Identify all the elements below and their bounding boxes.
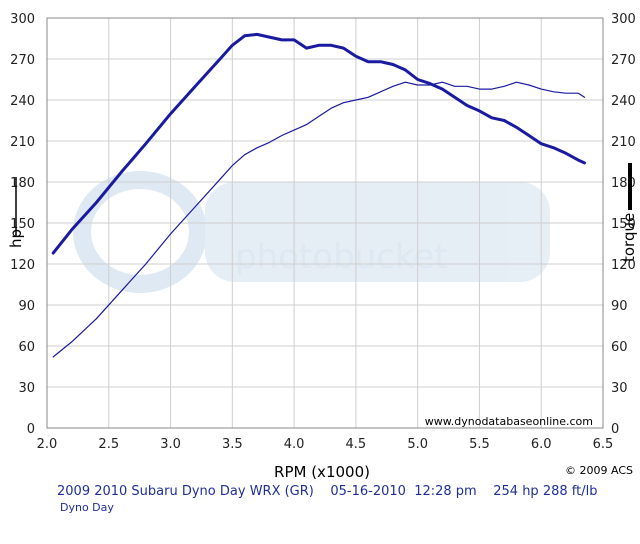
y-tick-label-right: 270 [611,53,636,68]
y-tick-label-left: 0 [27,422,35,437]
x-ticks: 2.0 2.5 3.0 3.5 4.0 4.5 5.0 5.5 6.0 6.5 [37,437,614,452]
series-lines [51,32,586,358]
y-tick-label-right: 240 [611,94,636,109]
y-tick-label-left: 180 [10,176,35,191]
y-tick-label-right: 60 [611,340,628,355]
y-axis-title-right: torque [620,213,638,262]
y-axis-title-left: hp [7,229,25,248]
y-tick-label-left: 240 [10,94,35,109]
y-tick-label-left: 210 [10,135,35,150]
x-tick-label: 4.5 [346,437,367,452]
caption-subtitle: Dyno Day [60,501,114,514]
x-tick-label: 3.0 [160,437,181,452]
copyright: © 2009 ACS [565,464,633,477]
y-tick-label-left: 270 [10,53,35,68]
watermark-text: photobucket [235,237,448,277]
hp-series-line [52,81,586,358]
y-tick-label-right: 90 [611,299,628,314]
photobucket-watermark: photobucket [73,171,550,293]
x-tick-label: 5.0 [407,437,428,452]
y-ticks-right: 0 30 60 90 120 150 180 210 240 270 300 [611,12,636,437]
x-tick-label: 3.5 [222,437,243,452]
y-tick-label-left: 30 [18,381,35,396]
x-tick-label: 5.5 [469,437,490,452]
y-tick-label-left: 90 [18,299,35,314]
y-tick-label-left: 300 [10,12,35,27]
torque-series-line [51,32,586,255]
y-tick-label-right: 210 [611,135,636,150]
x-tick-label: 6.5 [593,437,614,452]
y-tick-label-left: 60 [18,340,35,355]
y-tick-label-right: 300 [611,12,636,27]
x-tick-label: 6.0 [531,437,552,452]
caption-title: 2009 2010 Subaru Dyno Day WRX (GR) 05-16… [57,484,598,499]
x-tick-label: 2.5 [98,437,119,452]
x-tick-label: 2.0 [37,437,58,452]
y-tick-label-right: 120 [611,258,636,273]
y-tick-label-right: 150 [611,217,636,232]
plot-frame [46,17,604,429]
y-tick-label-right: 0 [611,422,619,437]
x-tick-label: 4.0 [284,437,305,452]
x-axis-title: RPM (x1000) [274,463,370,481]
plot-border [46,17,604,429]
y-tick-label-right: 30 [611,381,628,396]
grid [46,17,604,429]
y-tick-label-left: 120 [10,258,35,273]
source-annotation: www.dynodatabaseonline.com [425,415,593,428]
y-tick-label-right: 180 [611,176,636,191]
